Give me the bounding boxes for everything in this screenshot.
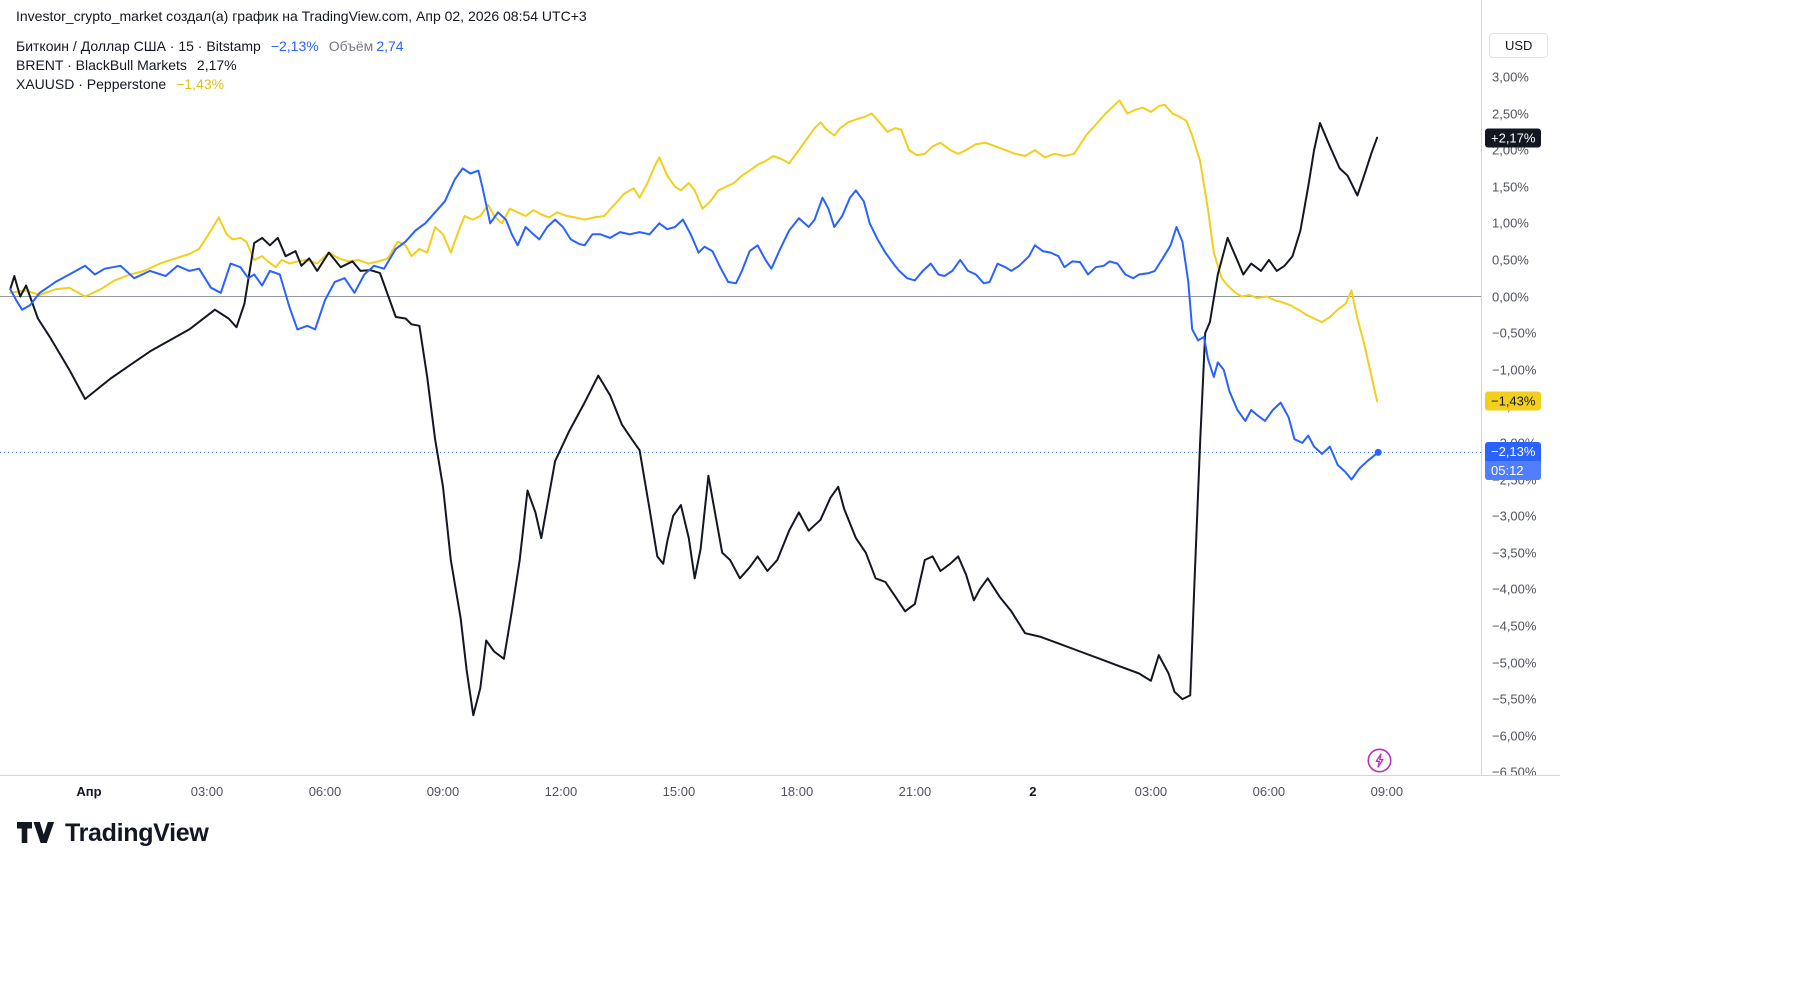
- time-tick: 2: [1029, 784, 1037, 799]
- last-price-dot-btc: [1374, 448, 1382, 456]
- price-tick: 0,50%: [1492, 252, 1529, 268]
- flash-button[interactable]: [1366, 747, 1393, 774]
- price-badge-xauusd: −1,43%: [1485, 391, 1542, 411]
- price-tick: −4,00%: [1492, 581, 1537, 597]
- time-tick: 15:00: [662, 784, 696, 799]
- time-tick: 09:00: [1370, 784, 1404, 799]
- time-tick: 21:00: [898, 784, 932, 799]
- price-tick: −1,00%: [1492, 362, 1537, 378]
- price-tick: 1,00%: [1492, 215, 1529, 231]
- time-tick: 09:00: [426, 784, 460, 799]
- price-tick: −0,50%: [1492, 325, 1537, 341]
- tradingview-logo[interactable]: TradingView: [16, 818, 209, 848]
- tradingview-logo-mark: [17, 822, 55, 843]
- tradingview-logo-text: TradingView: [65, 818, 209, 847]
- price-tick: −5,00%: [1492, 655, 1537, 670]
- time-tick: 06:00: [1252, 784, 1286, 799]
- time-tick: 18:00: [780, 784, 814, 799]
- series-line-brent[interactable]: [9, 122, 1379, 717]
- time-tick: 03:00: [1134, 784, 1168, 799]
- chart-canvas[interactable]: [0, 0, 1481, 775]
- price-tick: −3,50%: [1492, 545, 1537, 561]
- price-tick: 0,00%: [1492, 289, 1529, 304]
- legend-change-value: −1,43%: [176, 76, 225, 92]
- price-tick: −5,50%: [1492, 691, 1537, 707]
- lightning-icon: [1367, 748, 1392, 773]
- legend-change-value: 2,17%: [196, 57, 237, 73]
- price-tick: 3,00%: [1492, 69, 1529, 85]
- time-tick: 06:00: [308, 784, 342, 799]
- series-line-xauusd[interactable]: [9, 99, 1379, 403]
- time-tick: Апр: [76, 784, 102, 799]
- price-badge-btc: −2,13% 05:12: [1485, 441, 1542, 480]
- time-axis[interactable]: Апр 03:00 06:00 09:00 12:00 15:00 18:00 21:00 2 0…: [0, 775, 1560, 808]
- currency-button[interactable]: USD: [1489, 33, 1549, 58]
- price-tick: −3,00%: [1492, 508, 1537, 524]
- price-tick: −4,50%: [1492, 618, 1537, 634]
- legend-volume-value: 2,74: [376, 38, 404, 54]
- price-axis[interactable]: USD 3,00% 2,50% 2,00% 1,50% 1,00% 0,50% 0,00% −…: [1481, 0, 1607, 807]
- attribution-text: Investor_crypto_market создал(а) график …: [16, 8, 587, 24]
- time-tick: 12:00: [544, 784, 578, 799]
- legend-symbol-title[interactable]: Биткоин / Доллар США · 15 · Bitstamp: [16, 38, 261, 54]
- series-line-btc[interactable]: [9, 167, 1380, 481]
- legend-row-xauusd[interactable]: XAUUSD · Pepperstone −1,43%: [16, 75, 404, 94]
- time-tick: 03:00: [190, 784, 224, 799]
- legend-volume-label: Объём: [328, 38, 374, 54]
- price-tick: −6,00%: [1492, 728, 1537, 744]
- legend-change-value: −2,13%: [270, 38, 319, 54]
- price-badge-brent: +2,17%: [1485, 128, 1542, 148]
- legend-row-brent[interactable]: BRENT · BlackBull Markets 2,17%: [16, 56, 404, 75]
- legend-symbol-title[interactable]: BRENT · BlackBull Markets: [16, 57, 187, 73]
- chart-legend: Биткоин / Доллар США · 15 · Bitstamp −2,…: [16, 37, 404, 94]
- price-tick: 2,50%: [1492, 106, 1529, 121]
- legend-row-btc[interactable]: Биткоин / Доллар США · 15 · Bitstamp −2,…: [16, 37, 404, 56]
- price-tick: 1,50%: [1492, 179, 1529, 195]
- legend-symbol-title[interactable]: XAUUSD · Pepperstone: [16, 76, 167, 92]
